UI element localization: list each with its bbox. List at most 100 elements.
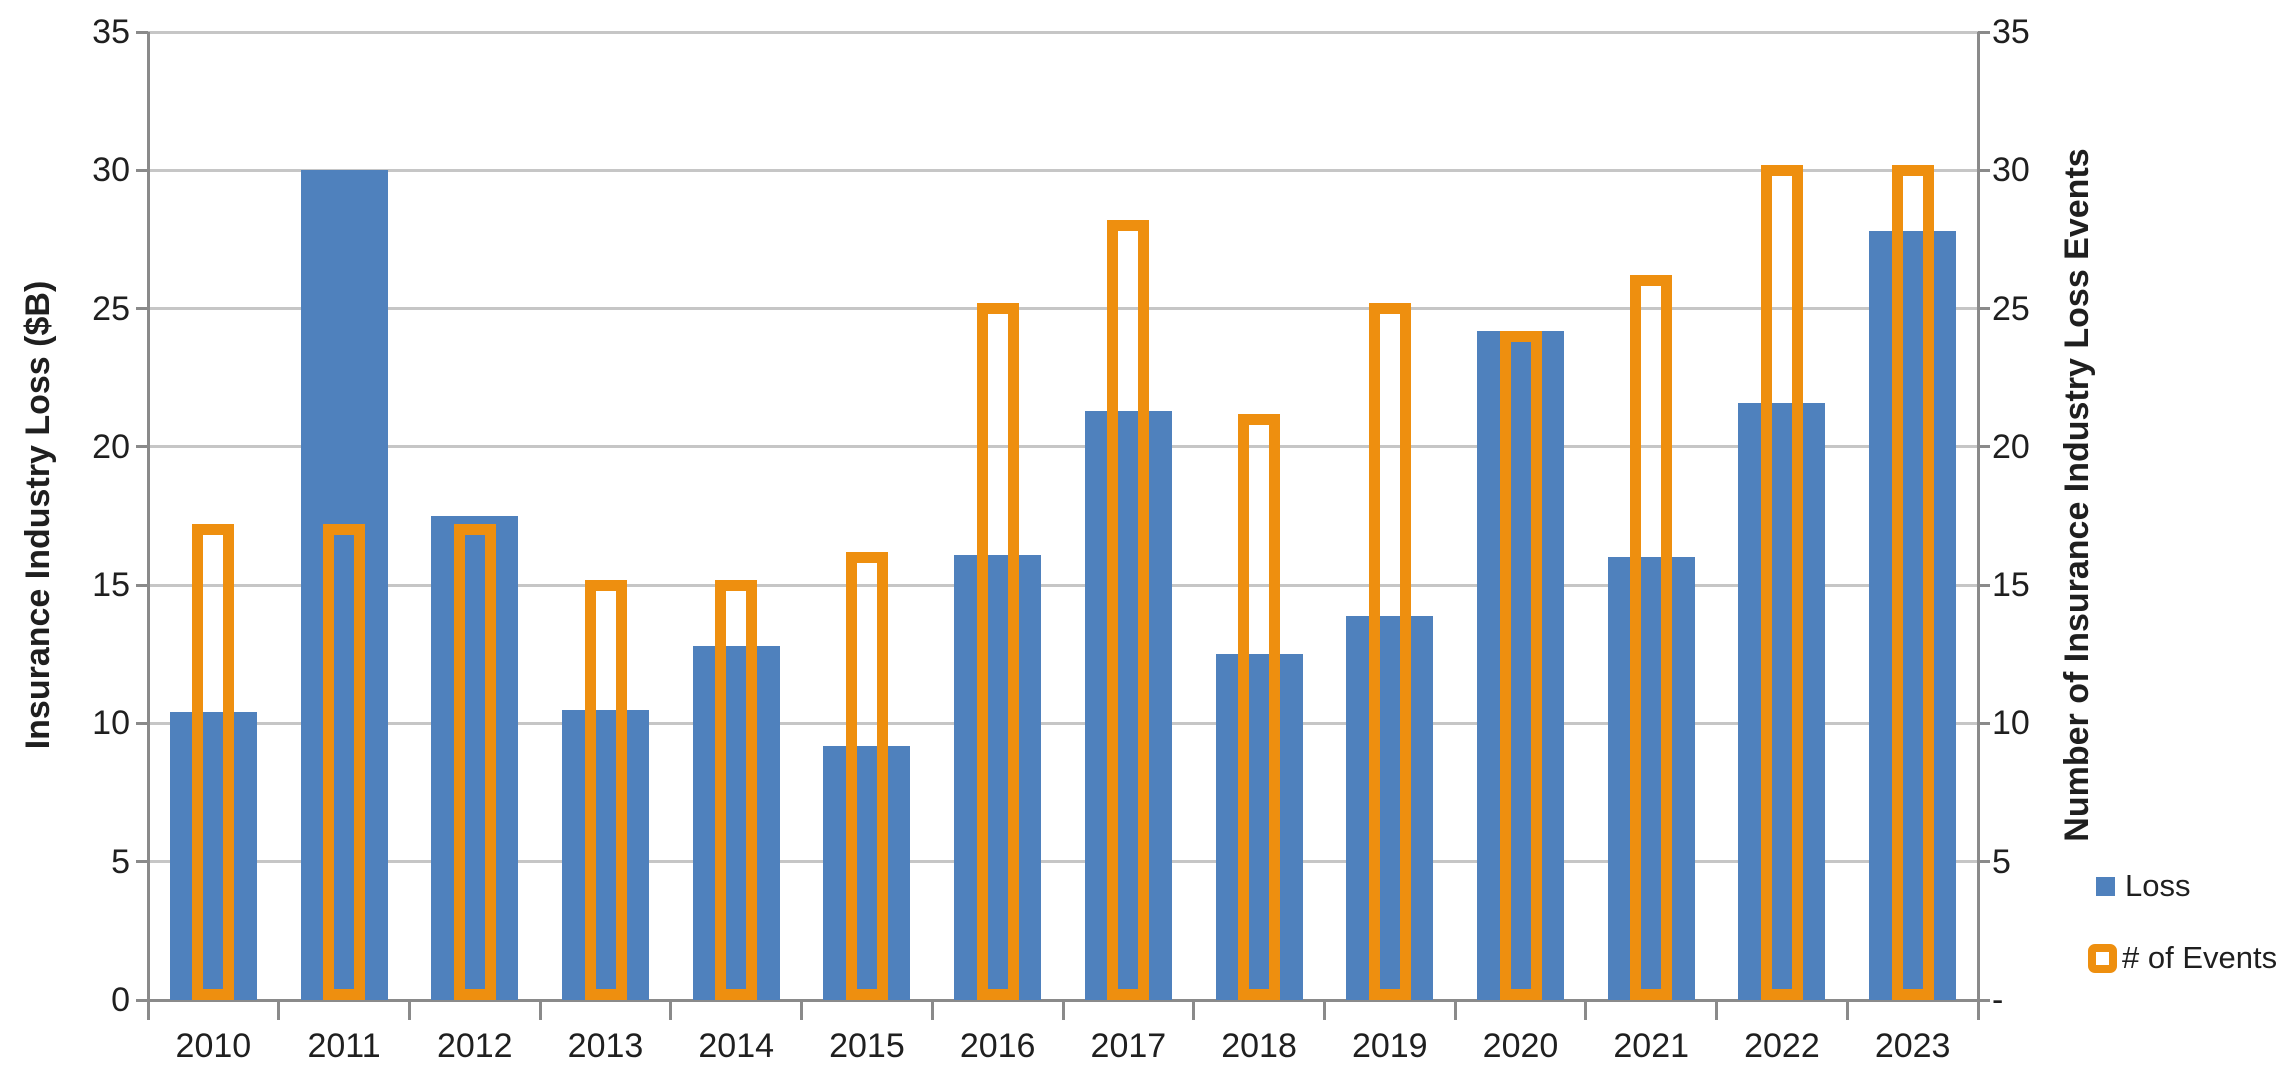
right-y-tick-30 <box>1978 168 1990 172</box>
left-y-axis-line <box>146 32 150 1020</box>
left-axis-tick-label-35: 35 <box>92 13 130 51</box>
x-axis-tick-8 <box>1192 1000 1196 1020</box>
x-axis-label-2023: 2023 <box>1874 1027 1951 1065</box>
events-legend-marker-icon <box>2088 943 2117 973</box>
x-axis-label-2012: 2012 <box>436 1027 513 1065</box>
right-y-tick-5 <box>1978 860 1990 864</box>
bar-events-2013 <box>584 579 627 1000</box>
events-legend-label: # of Events <box>2122 940 2278 975</box>
left-y-tick-20 <box>136 445 148 449</box>
x-axis-label-2018: 2018 <box>1221 1027 1297 1065</box>
bar-loss-2016 <box>954 554 1042 1000</box>
left-y-tick-30 <box>136 168 148 172</box>
x-axis-tick-1 <box>277 1000 281 1020</box>
x-axis-label-2019: 2019 <box>1351 1027 1428 1065</box>
right-y-axis-line <box>1976 32 1980 1020</box>
loss-legend-marker-icon <box>2096 876 2115 896</box>
right-y-tick-25 <box>1978 307 1990 311</box>
x-axis-tick-5 <box>800 1000 804 1020</box>
right-axis-tick-label-25: 25 <box>1992 289 2030 328</box>
left-axis-tick-label-15: 15 <box>92 566 130 605</box>
bar-events-2014 <box>715 579 758 1000</box>
bar-loss-2011 <box>300 170 388 1000</box>
gridline-25 <box>148 307 1978 311</box>
left-axis-tick-label-5: 5 <box>111 842 130 881</box>
x-axis-tick-4 <box>669 1000 673 1020</box>
x-axis-tick-0 <box>146 1000 150 1020</box>
bar-events-2016 <box>976 303 1019 1000</box>
bar-loss-2015 <box>823 745 911 1000</box>
x-axis-tick-10 <box>1453 1000 1457 1020</box>
right-axis-tick-label-0: - <box>1992 981 2004 1019</box>
x-axis-label-2021: 2021 <box>1613 1027 1690 1065</box>
left-y-tick-5 <box>136 860 148 864</box>
left-y-tick-10 <box>136 721 148 725</box>
bar-loss-2018 <box>1215 654 1303 1000</box>
bar-events-2015 <box>845 551 888 1000</box>
right-y-tick-0 <box>1978 998 1990 1002</box>
x-axis-tick-9 <box>1322 1000 1326 1020</box>
bar-loss-2014 <box>692 645 780 1000</box>
legend-item-loss: Loss <box>2096 868 2190 904</box>
bar-events-2012 <box>453 524 496 1000</box>
left-y-tick-25 <box>136 307 148 311</box>
left-y-tick-35 <box>136 30 148 34</box>
left-axis-tick-label-0: 0 <box>111 981 130 1019</box>
left-y-tick-15 <box>136 583 148 587</box>
x-axis-tick-12 <box>1715 1000 1719 1020</box>
x-axis-label-2017: 2017 <box>1090 1027 1167 1065</box>
bar-events-2020 <box>1499 330 1542 1000</box>
right-y-tick-20 <box>1978 445 1990 449</box>
bar-loss-2022 <box>1738 402 1826 1000</box>
right-axis-tick-label-5: 5 <box>1992 842 2011 881</box>
bar-loss-2020 <box>1477 330 1564 1000</box>
left-y-tick-0 <box>136 998 148 1002</box>
x-axis-label-2010: 2010 <box>175 1027 252 1065</box>
right-axis-tick-label-20: 20 <box>1992 427 2030 466</box>
legend-item-events: # of Events <box>2088 940 2277 976</box>
bar-events-2011 <box>323 524 366 1000</box>
right-axis-tick-label-10: 10 <box>1992 704 2030 743</box>
bar-loss-2021 <box>1607 557 1695 1000</box>
x-axis-label-2016: 2016 <box>959 1027 1036 1065</box>
bar-events-2023 <box>1891 164 1934 1000</box>
left-axis-tick-label-25: 25 <box>92 289 130 328</box>
right-y-tick-10 <box>1978 721 1990 725</box>
x-axis-label-2011: 2011 <box>307 1027 381 1065</box>
right-axis-tick-label-30: 30 <box>1992 151 2030 190</box>
x-axis-tick-6 <box>930 1000 934 1020</box>
left-axis-tick-label-20: 20 <box>92 427 130 466</box>
right-y-tick-15 <box>1978 583 1990 587</box>
bar-events-2019 <box>1368 303 1411 1000</box>
x-axis-tick-14 <box>1976 1000 1980 1020</box>
x-axis-tick-2 <box>407 1000 411 1020</box>
bar-events-2018 <box>1238 413 1281 1000</box>
right-axis-tick-label-15: 15 <box>1992 566 2030 605</box>
bar-loss-2023 <box>1869 231 1957 1000</box>
gridline-5 <box>148 860 1978 864</box>
gridline-10 <box>148 721 1978 725</box>
bar-events-2022 <box>1760 164 1803 1000</box>
bar-loss-2017 <box>1084 410 1172 1000</box>
bar-loss-2010 <box>169 712 257 1000</box>
x-axis-label-2022: 2022 <box>1744 1027 1820 1065</box>
x-axis-label-2020: 2020 <box>1482 1027 1559 1065</box>
gridline-30 <box>148 168 1978 172</box>
left-axis-tick-label-10: 10 <box>92 704 130 743</box>
x-axis-tick-13 <box>1845 1000 1849 1020</box>
bar-loss-2012 <box>431 516 519 1000</box>
right-y-tick-35 <box>1978 30 1990 34</box>
x-axis-tick-3 <box>538 1000 542 1020</box>
bar-events-2021 <box>1630 275 1673 1000</box>
x-axis-tick-7 <box>1061 1000 1065 1020</box>
bar-events-2017 <box>1107 220 1150 1000</box>
x-axis-label-2015: 2015 <box>829 1027 905 1065</box>
x-axis-tick-11 <box>1584 1000 1588 1020</box>
left-axis-tick-label-30: 30 <box>92 151 130 190</box>
right-axis-tick-label-35: 35 <box>1992 13 2030 51</box>
gridline-15 <box>148 583 1978 587</box>
gridline-35 <box>148 30 1978 34</box>
bar-loss-2019 <box>1346 615 1434 1000</box>
x-axis-label-2014: 2014 <box>698 1027 775 1065</box>
